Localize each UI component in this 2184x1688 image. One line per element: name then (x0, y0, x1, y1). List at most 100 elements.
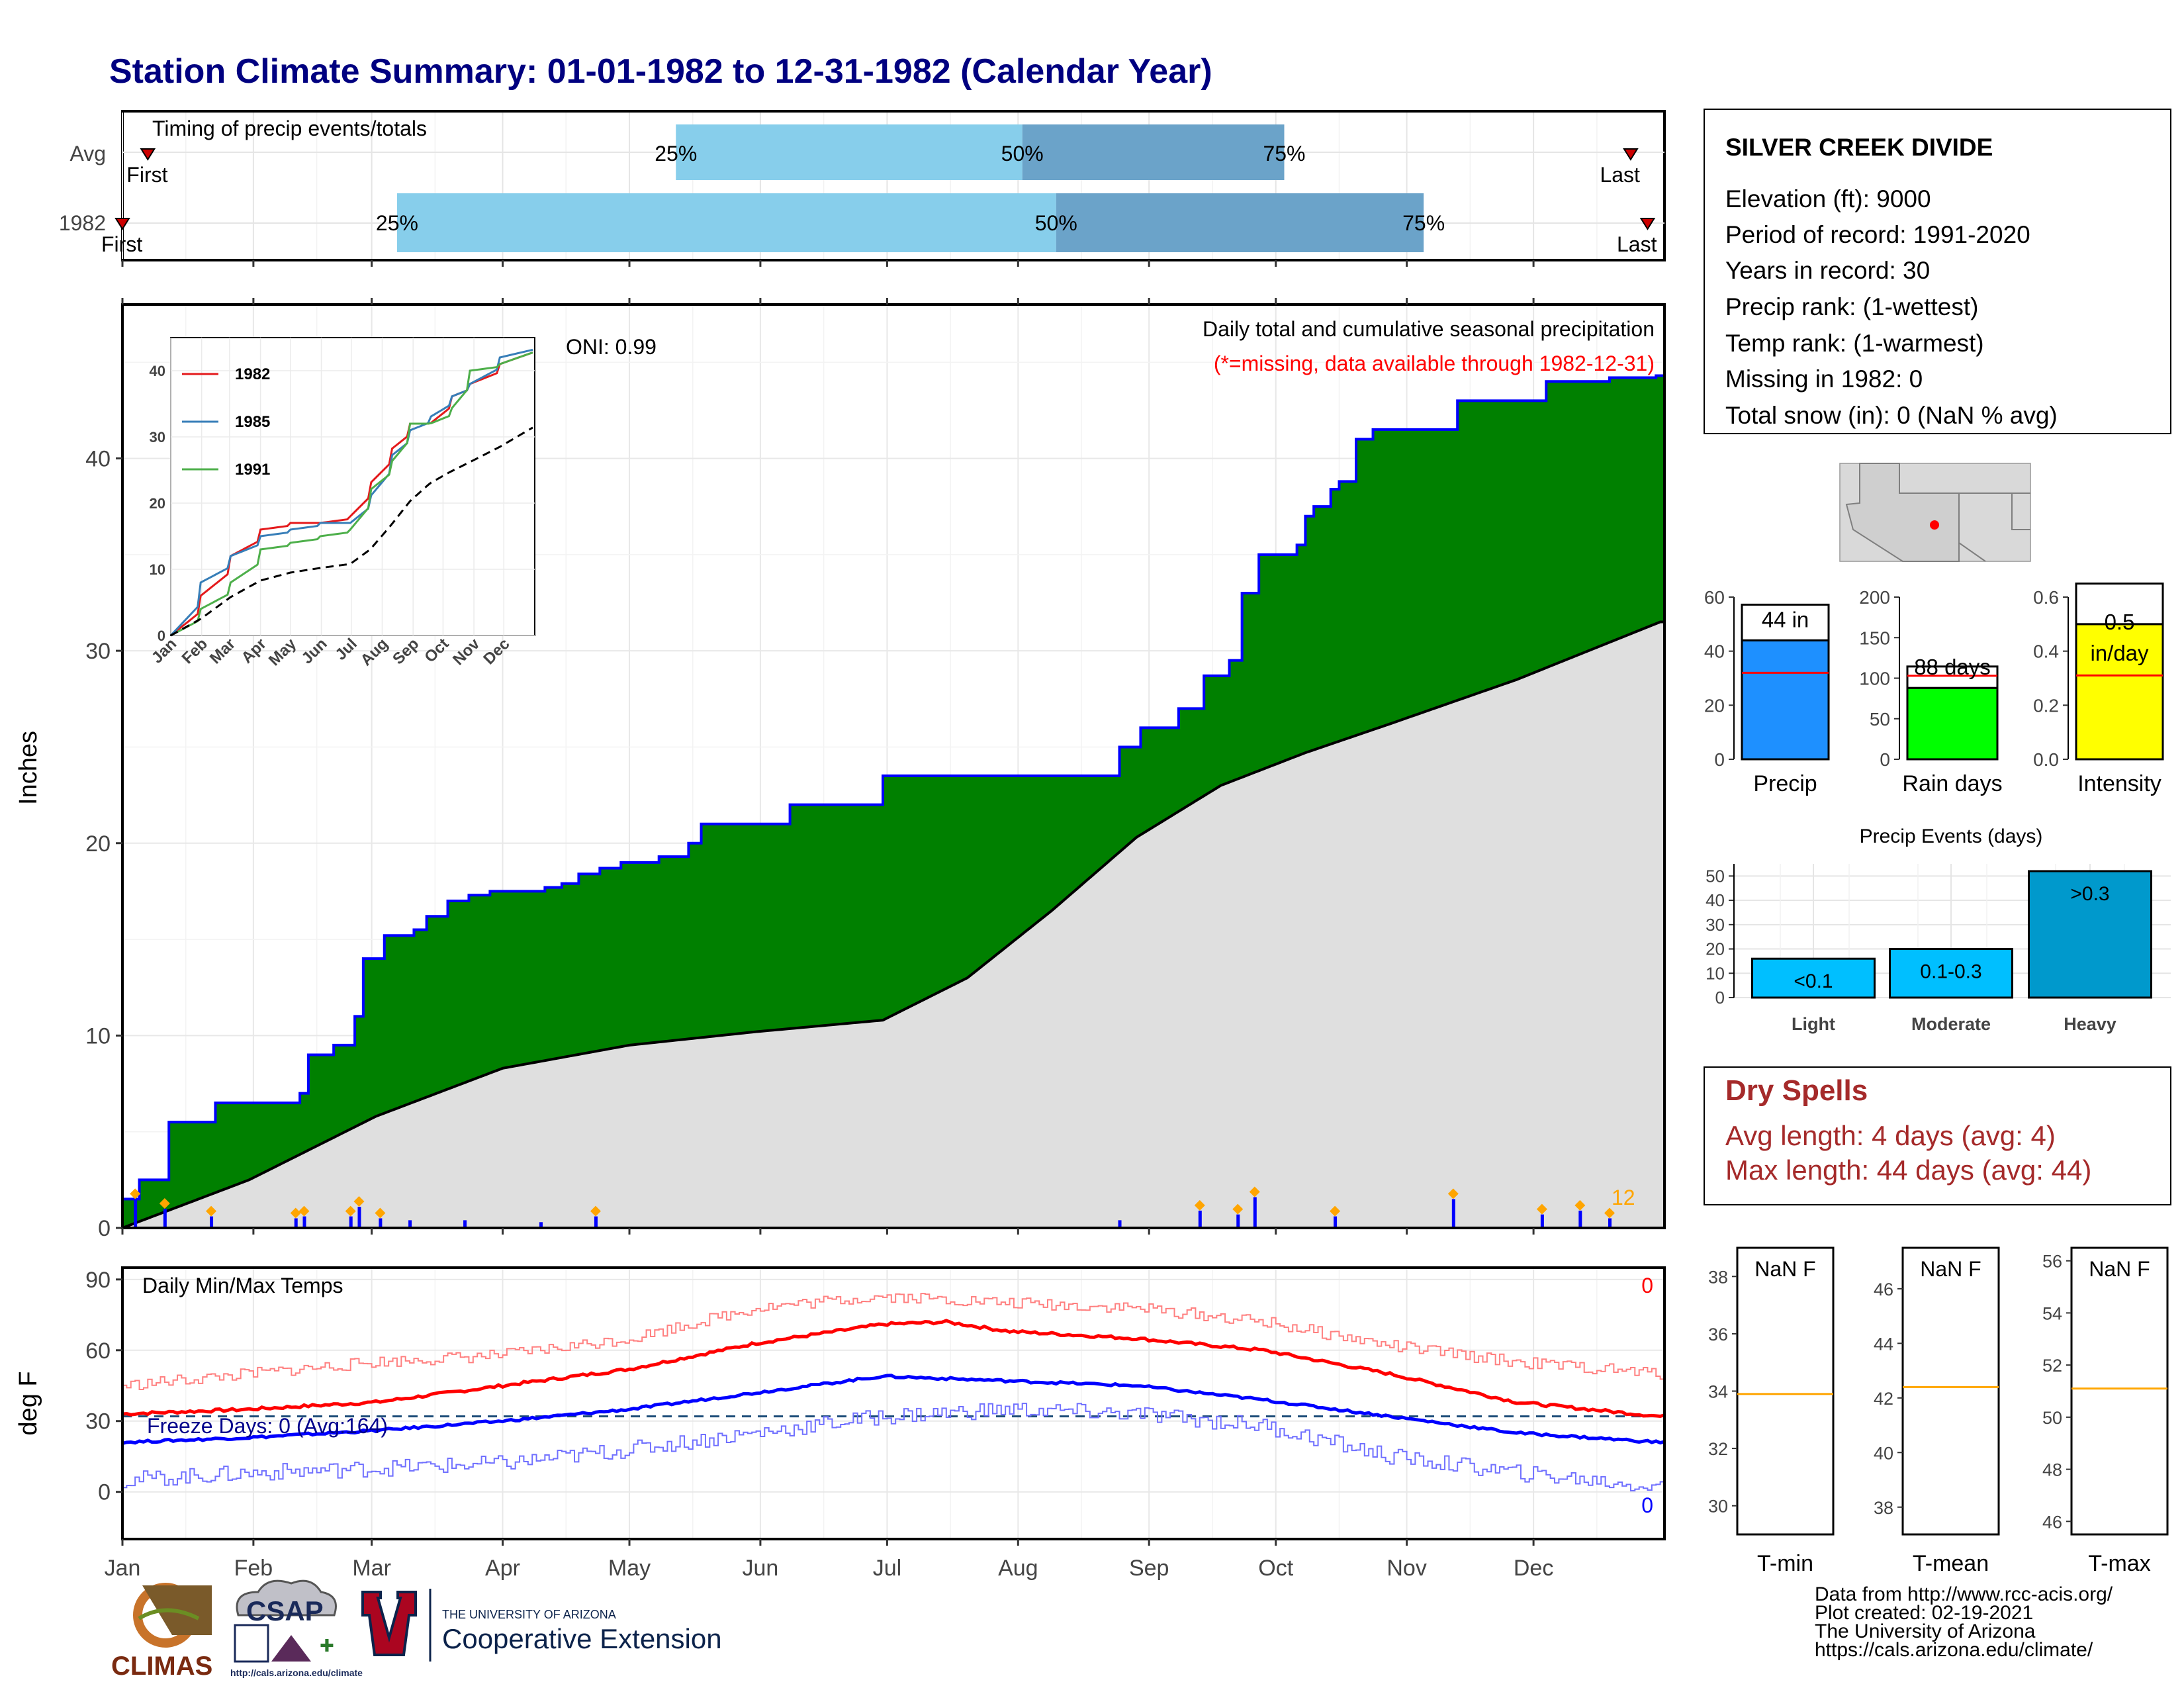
events-bar (2028, 870, 2152, 999)
climas-logo-text: CLIMAS (111, 1652, 212, 1681)
temp-panel-label: Daily Min/Max Temps (142, 1274, 343, 1297)
temp-y-label: deg F (15, 1371, 42, 1435)
daily-precip-bar (1253, 1197, 1257, 1228)
daily-max-marker-icon (590, 1205, 601, 1217)
bar-y-tick-label: 200 (1859, 587, 1890, 608)
temp-panel: 0 30 60 90 deg F Daily Min/Max Temps Freeze… (15, 260, 1666, 1581)
bar-y-tick-label: 0.2 (2033, 695, 2059, 716)
timing-bar-upper (1056, 193, 1424, 252)
month-tick-label: Jan (105, 1556, 141, 1581)
dry-spells-box: Dry Spells Avg length: 4 days (avg: 4) M… (1704, 1066, 2171, 1205)
page-title: Station Climate Summary: 01-01-1982 to 1… (109, 52, 1212, 91)
daily-precip-bar (1198, 1210, 1202, 1228)
daily-precip-bar (163, 1208, 167, 1228)
station-line: Elevation (ft): 9000 (1725, 185, 1931, 212)
events-bar (1889, 948, 2013, 999)
daily-precip-bar (1451, 1199, 1455, 1228)
events-y-tick-label: 10 (1706, 963, 1725, 983)
temp-anomaly-frame (1901, 1246, 2000, 1536)
summary-bar-value: 0.5 (2105, 610, 2135, 634)
bar-y-tick-label: 0 (1714, 749, 1725, 770)
bar-y-tick-label: 40 (1704, 641, 1725, 662)
timing-panel: 25% 50% 75% First Last 25% 50% 75% First Last Tim… (59, 110, 1666, 261)
temp-y-tick-label: 0 (98, 1480, 111, 1505)
daily-max-marker-icon (1249, 1186, 1260, 1197)
cumulative-surplus-area (122, 375, 1664, 1228)
locator-map (1839, 463, 2031, 562)
daily-min-temp-line (122, 1403, 1665, 1491)
ua-big-text: Cooperative Extension (442, 1623, 722, 1654)
timing-pct-label: 50% (1001, 142, 1044, 165)
temp-anomaly-label: T-max (2088, 1551, 2150, 1576)
precip-panel: 0 10 20 30 40 Inches Daily total and cumulat… (15, 303, 1666, 1241)
station-line: Missing in 1982: 0 (1725, 365, 1923, 393)
csap-url: http://cals.arizona.edu/climate (230, 1667, 363, 1678)
month-tick-label: Dec (1514, 1556, 1553, 1581)
summary-bar-value: 44 in (1762, 607, 1809, 632)
month-tick-label: Oct (1258, 1556, 1293, 1581)
events-y-tick-label: 50 (1706, 866, 1725, 886)
temp-anomaly-tick-label: 46 (2042, 1512, 2062, 1532)
station-line: Years in record: 30 (1725, 257, 1930, 284)
temp-anomaly-value: NaN F (2089, 1257, 2150, 1281)
temp-anomaly-tick-label: 56 (2042, 1252, 2062, 1272)
station-line: Period of record: 1991-2020 (1725, 221, 2030, 248)
daily-precip-bar (408, 1220, 412, 1228)
dry-title: Dry Spells (1725, 1074, 1868, 1107)
daily-max-marker-icon (353, 1196, 365, 1207)
cloud-icon (236, 1579, 337, 1617)
timing-row-avg-label: Avg (69, 142, 106, 165)
station-frame (1704, 109, 2171, 434)
inset-legend-label: 1982 (235, 365, 270, 383)
events-category-label: Light (1792, 1014, 1835, 1034)
daily-max-marker-icon (1194, 1199, 1205, 1211)
climas-logo: CLIMAS (111, 1583, 212, 1681)
timing-marker-label: Last (1617, 232, 1657, 256)
temp-anomaly-panels: 30 32 34 36 38 NaN F T-min 38 40 42 44 46 NaN F T-mea… (1708, 1246, 2169, 1576)
events-category-label: Heavy (2064, 1014, 2116, 1034)
daily-precip-bar (1608, 1218, 1612, 1228)
temp-anomaly-tick-label: 32 (1708, 1439, 1728, 1459)
timing-marker-label: Last (1600, 163, 1640, 187)
summary-bar (1906, 686, 1999, 761)
dry-avg-length: Avg length: 4 days (avg: 4) (1725, 1120, 2056, 1151)
ua-block-a-icon (361, 1591, 417, 1656)
events-y-tick-label: 30 (1706, 915, 1725, 935)
daily-max-marker-icon (290, 1207, 301, 1219)
temp-anomaly-tick-label: 42 (1874, 1389, 1893, 1409)
temp-anomaly-tick-label: 52 (2042, 1356, 2062, 1376)
daily-precip-bar (134, 1199, 138, 1228)
month-tick-label: Nov (1387, 1556, 1426, 1581)
daily-precip-bar (1236, 1214, 1240, 1228)
month-tick-label: Aug (998, 1556, 1038, 1581)
timing-marker-label: First (126, 163, 167, 187)
avg-min-temp-line (122, 1374, 1665, 1445)
timing-marker-icon (140, 148, 156, 161)
credit-line: https://cals.arizona.edu/climate/ (1815, 1639, 2093, 1661)
timing-pct-label: 75% (1402, 211, 1445, 235)
precip-y-tick-label: 0 (98, 1216, 111, 1241)
bar-y-tick-label: 20 (1704, 695, 1725, 716)
daily-precip-bar (539, 1222, 543, 1228)
inset-y-tick-label: 10 (150, 561, 165, 578)
daily-precip-bar (1118, 1220, 1122, 1228)
normal-cumulative-line (122, 620, 1664, 1229)
temp-plot (122, 1293, 1665, 1491)
daily-max-temp-line (122, 1293, 1665, 1390)
daily-max-marker-icon (206, 1205, 217, 1217)
dry-max-length: Max length: 44 days (avg: 44) (1725, 1154, 2091, 1186)
inset-y-tick-label: 30 (150, 429, 165, 445)
bar-y-tick-label: 60 (1704, 587, 1725, 608)
daily-max-marker-icon (1330, 1205, 1341, 1217)
precip-count-label: 12 (1612, 1186, 1635, 1209)
temp-anomaly-tick-label: 46 (1874, 1280, 1893, 1299)
temp-y-tick-label: 90 (85, 1268, 111, 1293)
temp-anomaly-value: NaN F (1920, 1257, 1981, 1281)
map-borders (1958, 492, 2030, 562)
ua-logo: THE UNIVERSITY OF ARIZONA Cooperative Ex… (361, 1589, 722, 1662)
daily-max-marker-icon (1447, 1188, 1459, 1199)
csap-logo-text: CSAP (246, 1595, 324, 1626)
precip-y-tick-label: 10 (85, 1023, 111, 1049)
